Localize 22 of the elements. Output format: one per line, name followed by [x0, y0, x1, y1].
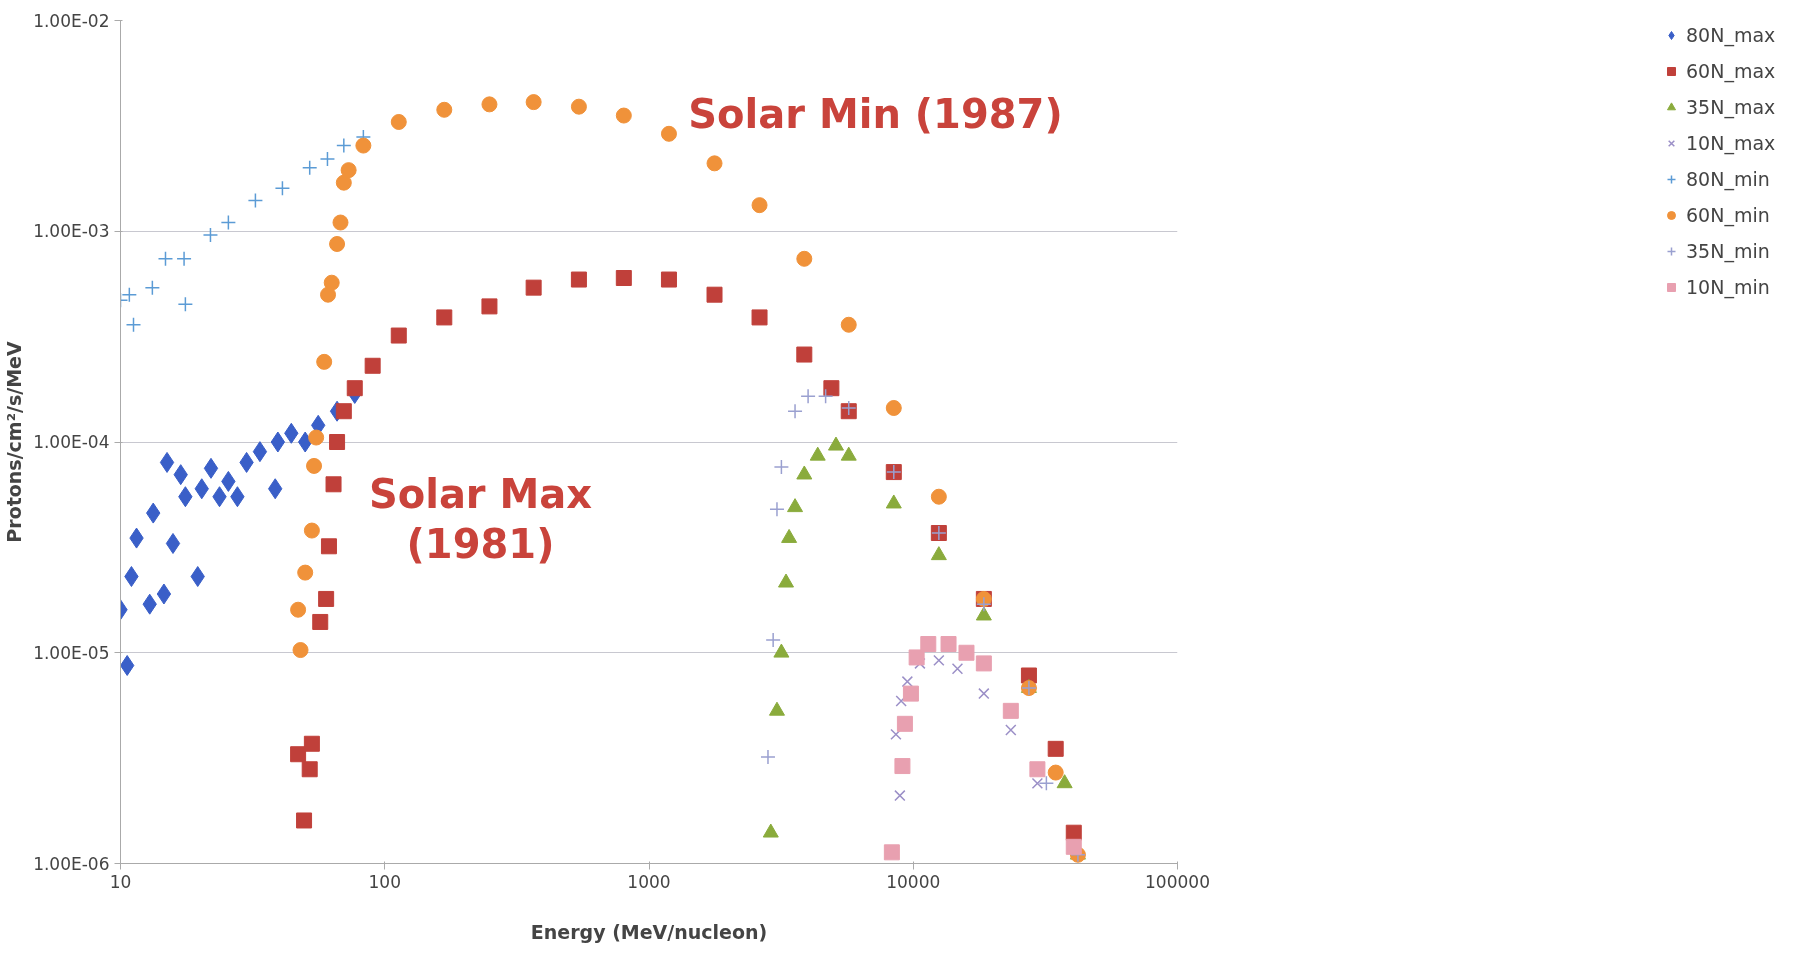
- legend-label: 60N_max: [1686, 60, 1777, 82]
- y-tick-label: 1.00E-05: [33, 642, 110, 663]
- y-tick-label: 1.00E-06: [33, 853, 110, 874]
- y-tick-label: 1.00E-03: [33, 221, 110, 242]
- x-tick-label: 100: [368, 871, 401, 892]
- legend-label: 35N_min: [1686, 240, 1771, 262]
- legend-label: 35N_max: [1686, 96, 1777, 118]
- x-axis-title: Energy (MeV/nucleon): [530, 920, 768, 943]
- x-tick-label: 1000: [627, 871, 671, 892]
- annotation: Solar Min (1987): [688, 90, 1063, 137]
- x-tick-label: 10000: [886, 871, 941, 892]
- legend-label: 60N_min: [1686, 204, 1771, 226]
- annotation: Solar Max (1981): [368, 470, 593, 567]
- legend-label: 10N_max: [1686, 132, 1777, 154]
- y-axis-title: Protons/cm²/s/MeV: [3, 341, 26, 543]
- x-tick-label: 100000: [1145, 871, 1210, 892]
- y-tick-label: 1.00E-04: [33, 432, 110, 452]
- x-tick-label: 10: [109, 871, 132, 892]
- legend-label: 80N_min: [1686, 168, 1771, 190]
- y-tick-label: 1.00E-02: [33, 10, 110, 31]
- legend-label: 80N_max: [1686, 24, 1777, 46]
- legend-label: 10N_min: [1686, 276, 1771, 298]
